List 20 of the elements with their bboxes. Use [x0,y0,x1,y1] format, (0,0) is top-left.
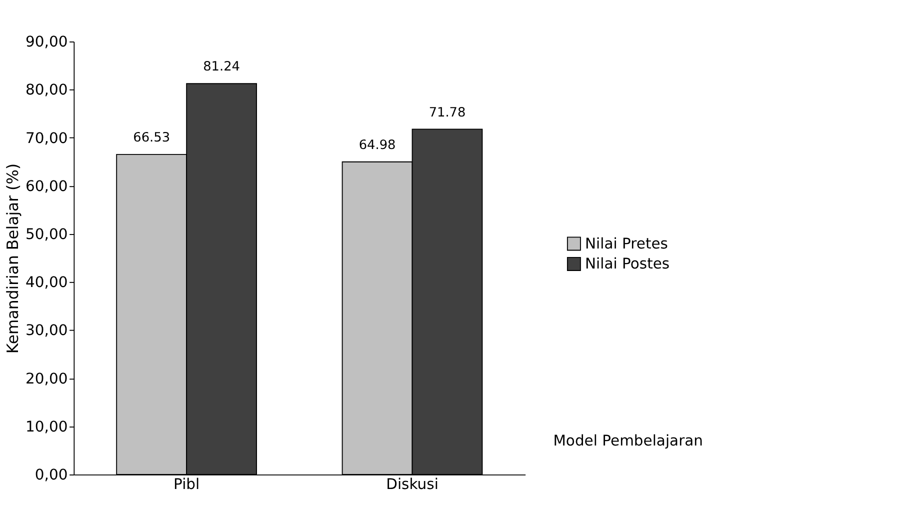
data-label: 81.24 [203,60,240,75]
y-tick-label: 70,00 [26,130,68,147]
y-tick-label: 50,00 [26,226,68,244]
y-tick-label: 80,00 [26,82,68,99]
legend-label: Nilai Postes [585,256,670,273]
y-tick-label: 10,00 [26,418,68,436]
x-tick-label: Pibl [174,476,200,493]
legend-label: Nilai Pretes [585,235,668,252]
data-label: 64.98 [358,138,396,153]
y-tick-label: 90,00 [26,34,68,51]
y-tick-label: 60,00 [26,178,68,195]
y-tick-label: 30,00 [26,322,68,340]
data-label: 66.53 [133,130,170,146]
x-tick-label: Diskusi [386,476,438,493]
data-label: 71.78 [428,105,466,120]
y-tick-label: 0,00 [34,466,68,484]
x-axis-title: Model Pembelajaran [553,432,704,450]
y-axis-title: Kemandirian Belajar (%) [3,163,22,354]
y-tick-label: 40,00 [26,274,68,292]
y-tick-label: 20,00 [26,370,68,388]
